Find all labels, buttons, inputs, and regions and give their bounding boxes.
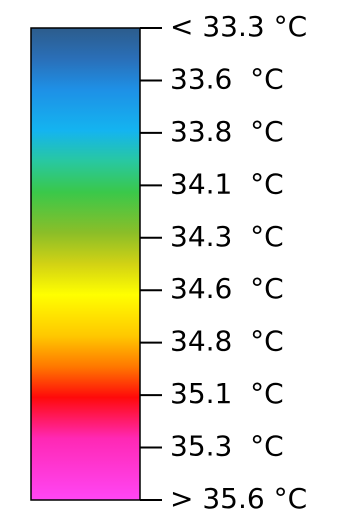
colorbar-ticks: < 33.3 °C 33.6 °C 33.8 °C 34.1 °C 34.3 °C 34.… xyxy=(140,10,307,515)
tick-label: 34.8 °C xyxy=(170,325,284,358)
tick-label: 33.8 °C xyxy=(170,115,284,148)
tick-label: < 33.3 °C xyxy=(170,10,307,43)
tick-label: > 35.6 °C xyxy=(170,482,307,515)
tick-label: 33.6 °C xyxy=(170,62,284,95)
tick-label: 34.1 °C xyxy=(170,167,284,200)
colorbar-gradient xyxy=(30,27,141,501)
tick-label: 34.3 °C xyxy=(170,220,284,253)
tick-label: 34.6 °C xyxy=(170,272,284,305)
tick-label: 35.1 °C xyxy=(170,377,284,410)
tick-label: 35.3 °C xyxy=(170,430,284,463)
